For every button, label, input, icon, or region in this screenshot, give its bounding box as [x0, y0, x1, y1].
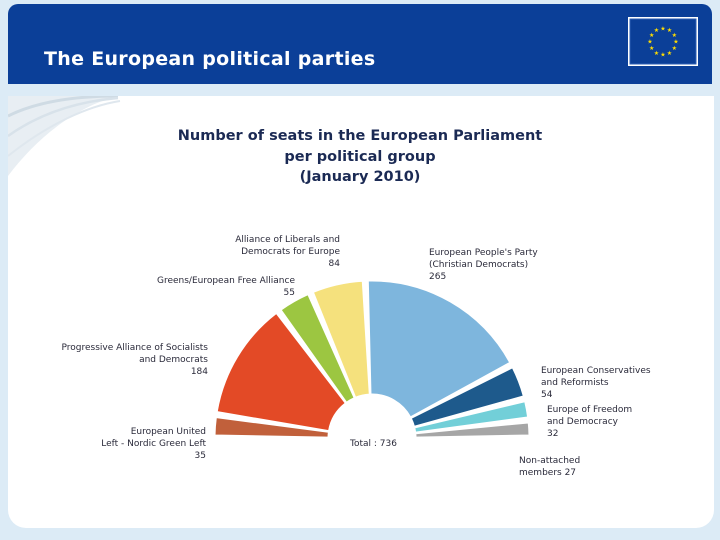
label-alde-name-1: Alliance of Liberals and — [235, 235, 340, 245]
flag-star: ★ — [649, 45, 654, 52]
flag-star: ★ — [673, 39, 678, 46]
label-greens-efa-name-1: Greens/European Free Alliance — [156, 276, 295, 286]
flag-star: ★ — [667, 27, 672, 34]
slice-alde — [312, 280, 370, 398]
label-non-attached-name-2: members 27 — [519, 468, 577, 478]
eu-flag-icon: ★ ★ ★ ★ ★ ★ ★ ★ ★ ★ ★ ★ — [628, 17, 698, 66]
flag-star: ★ — [647, 39, 652, 46]
label-alde-value: 84 — [328, 259, 340, 269]
slice-ecr — [410, 367, 524, 427]
label-ecr-value: 54 — [541, 390, 553, 400]
label-non-attached: Non-attached members 27 — [519, 455, 580, 479]
chart-title-line-3: (January 2010) — [299, 169, 421, 185]
page-title: The European political parties — [44, 48, 376, 70]
flag-star: ★ — [672, 45, 677, 52]
flag-background — [629, 18, 697, 65]
label-sd-value: 184 — [190, 367, 208, 377]
flag-star: ★ — [649, 32, 654, 39]
slice-non-attached — [415, 422, 530, 438]
label-epp-value: 265 — [429, 272, 447, 282]
chart-title-line-1: Number of seats in the European Parliame… — [177, 128, 543, 144]
label-gue-ngl-name-1: European United — [130, 427, 206, 437]
slice-gue-ngl — [214, 417, 329, 438]
label-gue-ngl: European United Left - Nordic Green Left… — [101, 426, 206, 462]
flag-star: ★ — [660, 52, 665, 59]
label-efd-name-1: Europe of Freedom — [547, 405, 633, 415]
label-efd-value: 32 — [547, 429, 559, 439]
label-efd-name-2: and Democracy — [547, 417, 618, 427]
eu-flag-graphic: ★ ★★★★★★★★★★★ — [629, 18, 697, 65]
slice-efd — [414, 401, 529, 433]
label-ecr-name-2: and Reformists — [541, 378, 609, 388]
label-ecr-name-1: European Conservatives — [541, 366, 651, 376]
flag-star: ★ — [672, 32, 677, 39]
slice-epp — [367, 280, 511, 418]
label-alde-name-2: Democrats for Europe — [241, 247, 340, 257]
label-epp: European People's Party (Christian Democ… — [429, 247, 538, 283]
header-bar: The European political parties — [8, 4, 712, 84]
label-sd: Progressive Alliance of Socialists and D… — [62, 342, 208, 378]
decorative-swoosh — [8, 96, 121, 176]
flag-star: ★ — [667, 50, 672, 57]
label-sd-name-1: Progressive Alliance of Socialists — [61, 343, 208, 353]
slice-greens-efa — [280, 294, 355, 403]
label-greens-efa-value: 55 — [283, 288, 295, 298]
slice-sd — [216, 312, 346, 432]
flag-star: ★ — [654, 50, 659, 57]
label-efd: Europe of Freedom and Democracy 32 — [547, 404, 632, 440]
label-sd-name-2: and Democrats — [139, 355, 208, 365]
label-gue-ngl-name-2: Left - Nordic Green Left — [101, 439, 206, 449]
flag-star: ★ — [660, 26, 665, 33]
label-gue-ngl-value: 35 — [194, 451, 206, 461]
label-non-attached-name-1: Non-attached — [519, 456, 581, 466]
chart-title-line-2: per political group — [284, 149, 436, 165]
label-epp-name-1: European People's Party — [429, 248, 538, 258]
flag-star: ★ — [654, 27, 659, 34]
label-epp-name-2: (Christian Democrats) — [429, 260, 529, 270]
total-label: Total : 736 — [350, 439, 397, 449]
label-alde: Alliance of Liberals and Democrats for E… — [235, 234, 340, 270]
label-greens-efa: Greens/European Free Alliance 55 — [157, 275, 295, 299]
label-ecr: European Conservatives and Reformists 54 — [541, 365, 651, 401]
